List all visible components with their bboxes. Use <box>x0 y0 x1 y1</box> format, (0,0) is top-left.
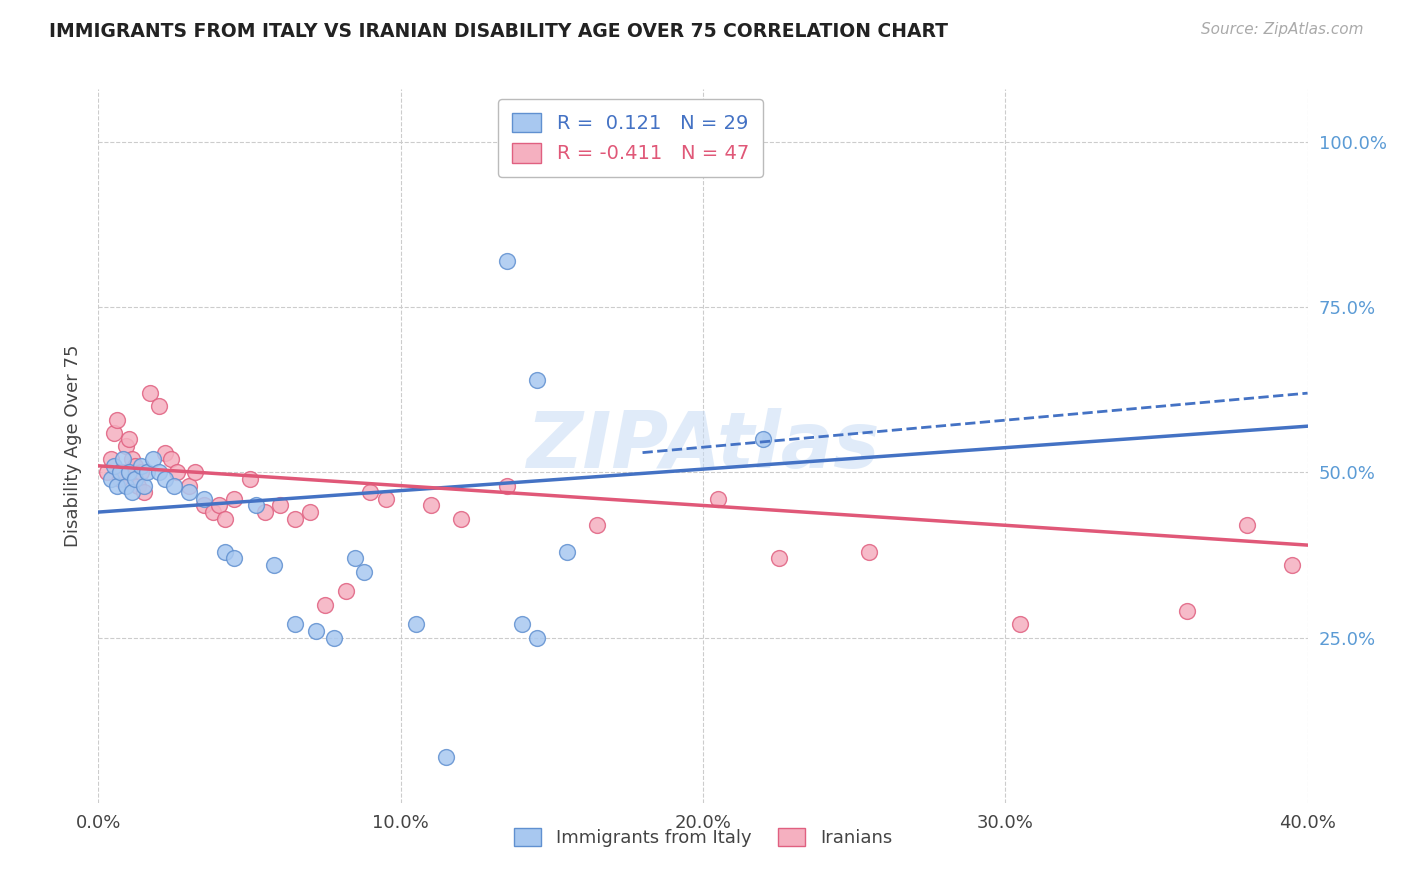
Point <box>239 472 262 486</box>
Point <box>193 499 215 513</box>
Point <box>768 551 790 566</box>
Point <box>495 254 517 268</box>
Point <box>118 433 141 447</box>
Point <box>184 466 207 480</box>
Point <box>142 452 165 467</box>
Point <box>208 499 231 513</box>
Point <box>111 452 134 467</box>
Point <box>129 458 152 473</box>
Point <box>1010 617 1032 632</box>
Point <box>752 433 775 447</box>
Point <box>121 452 143 467</box>
Point <box>105 412 128 426</box>
Point <box>96 466 118 480</box>
Point <box>114 478 136 492</box>
Point <box>179 485 201 500</box>
Point <box>344 551 367 566</box>
Text: IMMIGRANTS FROM ITALY VS IRANIAN DISABILITY AGE OVER 75 CORRELATION CHART: IMMIGRANTS FROM ITALY VS IRANIAN DISABIL… <box>49 22 948 41</box>
Point <box>450 511 472 525</box>
Y-axis label: Disability Age Over 75: Disability Age Over 75 <box>65 344 83 548</box>
Point <box>118 466 141 480</box>
Point <box>108 472 131 486</box>
Legend: Immigrants from Italy, Iranians: Immigrants from Italy, Iranians <box>506 821 900 855</box>
Point <box>153 472 176 486</box>
Point <box>135 466 157 480</box>
Point <box>405 617 427 632</box>
Point <box>323 631 346 645</box>
Point <box>100 452 122 467</box>
Point <box>299 505 322 519</box>
Point <box>335 584 357 599</box>
Point <box>193 491 215 506</box>
Point <box>526 631 548 645</box>
Point <box>124 458 146 473</box>
Point <box>284 511 307 525</box>
Point <box>148 466 170 480</box>
Point <box>127 478 149 492</box>
Point <box>103 458 125 473</box>
Point <box>1312 558 1334 572</box>
Point <box>374 491 396 506</box>
Point <box>1175 604 1198 618</box>
Point <box>224 491 246 506</box>
Point <box>153 445 176 459</box>
Point <box>224 551 246 566</box>
Point <box>214 511 236 525</box>
Point <box>555 545 578 559</box>
Point <box>129 466 152 480</box>
Point <box>108 466 131 480</box>
Point <box>253 505 276 519</box>
Point <box>132 485 155 500</box>
Point <box>179 478 201 492</box>
Point <box>124 472 146 486</box>
Point <box>586 518 609 533</box>
Point <box>360 485 382 500</box>
Point <box>858 545 880 559</box>
Point <box>269 499 291 513</box>
Point <box>163 478 186 492</box>
Point <box>148 400 170 414</box>
Point <box>284 617 307 632</box>
Point <box>245 499 267 513</box>
Point <box>526 373 548 387</box>
Point <box>214 545 236 559</box>
Text: Source: ZipAtlas.com: Source: ZipAtlas.com <box>1201 22 1364 37</box>
Point <box>111 466 134 480</box>
Point <box>510 617 533 632</box>
Point <box>1236 518 1258 533</box>
Point <box>1281 558 1303 572</box>
Point <box>263 558 285 572</box>
Point <box>103 425 125 440</box>
Point <box>132 478 155 492</box>
Point <box>160 452 183 467</box>
Point <box>105 478 128 492</box>
Point <box>114 439 136 453</box>
Point <box>353 565 375 579</box>
Point <box>100 472 122 486</box>
Point <box>707 491 730 506</box>
Point <box>420 499 443 513</box>
Point <box>139 386 162 401</box>
Point <box>434 749 457 764</box>
Point <box>166 466 188 480</box>
Point <box>495 478 517 492</box>
Point <box>314 598 336 612</box>
Point <box>121 485 143 500</box>
Text: ZIPAtlas: ZIPAtlas <box>526 408 880 484</box>
Point <box>202 505 225 519</box>
Point <box>305 624 328 638</box>
